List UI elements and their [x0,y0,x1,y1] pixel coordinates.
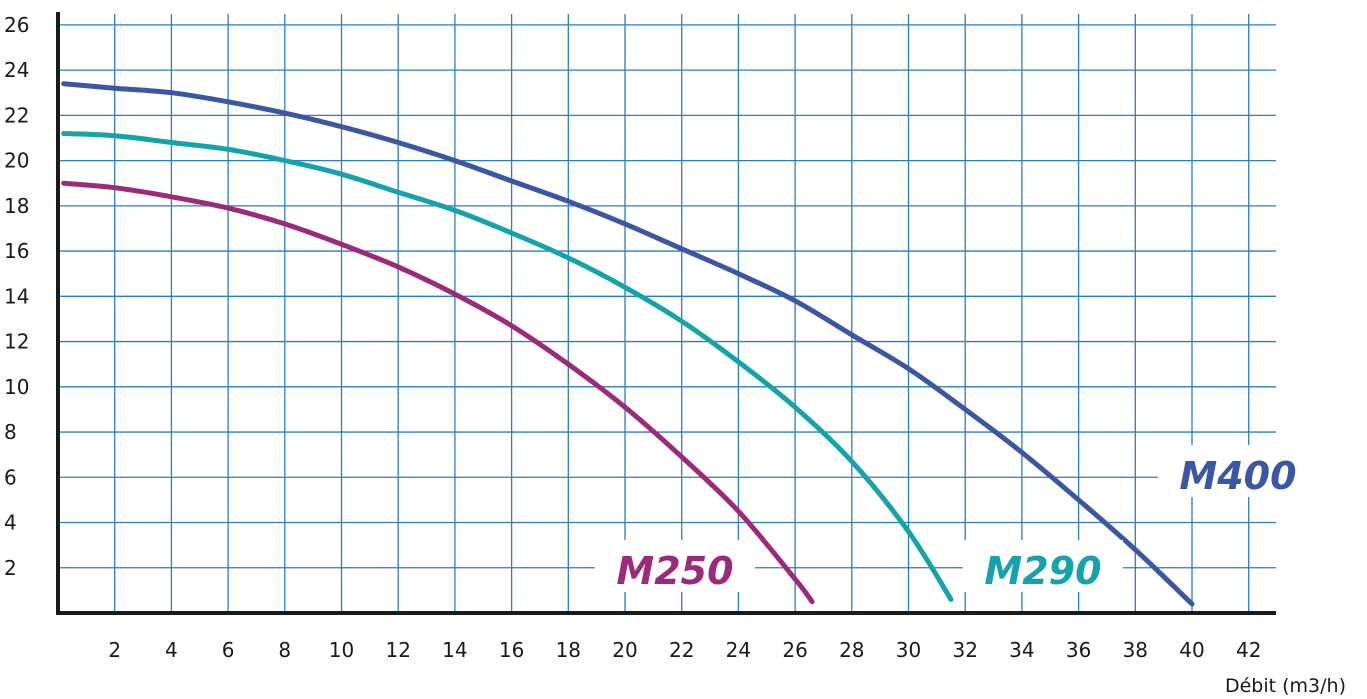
series-label-m400: M400 [1179,454,1296,498]
y-tick-label: 16 [4,239,29,263]
x-tick-label: 36 [1066,638,1091,662]
y-tick-label: 12 [4,330,29,354]
x-tick-label: 18 [556,638,581,662]
x-tick-label: 12 [385,638,410,662]
series-label-m250: M250 [616,549,733,593]
x-tick-label: 24 [726,638,751,662]
x-tick-label: 22 [669,638,694,662]
x-tick-label: 42 [1236,638,1261,662]
y-tick-label: 4 [4,511,17,535]
y-tick-label: 24 [4,58,29,82]
tick-labels: 2 4 6 8 10 12 14 16 18 20 22 24 26 28 30 32 34 36 38 40 4224… [4,13,1261,662]
axes [56,12,1276,615]
y-tick-label: 26 [4,13,29,37]
x-tick-label: 28 [839,638,864,662]
series-labels: M250 M290 M400 [595,445,1318,593]
x-tick-label: 40 [1179,638,1204,662]
x-tick-label: 16 [499,638,524,662]
y-tick-label: 2 [4,556,17,580]
x-tick-label: 26 [782,638,807,662]
x-tick-label: 2 [108,638,121,662]
x-tick-label: 4 [165,638,178,662]
x-tick-label: 6 [222,638,235,662]
y-tick-label: 22 [4,103,29,127]
x-tick-label: 10 [329,638,354,662]
series-line-m290 [61,131,954,602]
x-tick-label: 8 [278,638,291,662]
series-line-m250 [61,180,815,605]
y-tick-label: 6 [4,465,17,489]
x-tick-label: 14 [442,638,467,662]
y-tick-label: 14 [4,284,29,308]
x-tick-label: 34 [1009,638,1034,662]
series-label-background [595,540,755,592]
series-label-m290: M290 [984,549,1101,593]
y-tick-label: 20 [4,149,29,173]
y-tick-label: 18 [4,194,29,218]
series-label-background [963,540,1123,592]
y-tick-label: 10 [4,375,29,399]
x-tick-label: 20 [612,638,637,662]
x-tick-label: 32 [952,638,977,662]
series-line-m400 [61,81,1195,607]
x-tick-label: 30 [896,638,921,662]
x-axis-label: Débit (m3/h) [1225,675,1346,697]
y-tick-label: 8 [4,420,17,444]
curves [61,81,1195,607]
x-tick-label: 38 [1123,638,1148,662]
series-label-background [1158,445,1318,497]
